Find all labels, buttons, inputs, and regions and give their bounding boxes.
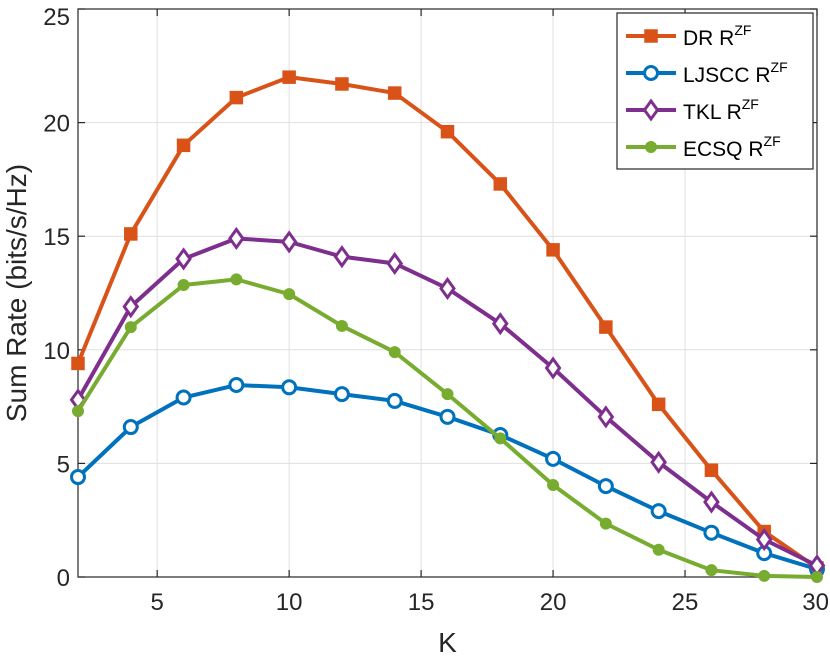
legend-label: TKL RZF <box>683 96 759 124</box>
data-point-tkl <box>439 276 456 301</box>
y-tick-label: 20 <box>43 111 70 138</box>
data-point-ljscc <box>228 377 245 394</box>
data-point-dr <box>282 70 296 84</box>
data-point-ecsq <box>72 405 84 418</box>
data-point-ecsq <box>758 569 771 582</box>
data-point-dr <box>176 138 191 153</box>
data-point-ecsq <box>599 517 612 530</box>
data-point-dr <box>599 320 613 334</box>
data-point-ecsq <box>230 273 243 286</box>
data-point-dr <box>440 124 455 139</box>
legend-label-superscript: ZF <box>764 133 781 149</box>
legend-swatch-marker <box>642 98 660 122</box>
legend-label: DR RZF <box>683 22 751 50</box>
data-point-ljscc <box>70 469 86 486</box>
data-point-dr <box>335 77 349 91</box>
data-point-tkl <box>280 230 298 254</box>
legend-label-superscript: ZF <box>734 22 751 38</box>
data-point-dr <box>229 90 244 105</box>
legend-label-name: DR R <box>683 27 734 50</box>
data-point-ljscc <box>281 379 298 396</box>
data-point-tkl <box>386 251 404 276</box>
legend-swatch-marker <box>643 65 659 81</box>
y-tick-label: 5 <box>57 451 70 478</box>
axis-ticks: 5 10 15 20 25 30 0 5 10 15 20 25 <box>43 4 829 616</box>
data-point-dr <box>704 463 719 477</box>
legend-swatch-marker <box>645 141 657 153</box>
y-tick-label: 25 <box>43 4 70 31</box>
data-point-tkl <box>703 490 720 514</box>
data-point-ecsq <box>335 319 348 332</box>
legend-entry-ljscc: LJSCC RZF <box>626 59 788 87</box>
data-point-dr <box>651 397 666 412</box>
series-tkl <box>69 226 826 578</box>
data-point-tkl <box>544 356 562 380</box>
data-point-ljscc <box>650 503 667 520</box>
data-point-tkl <box>122 295 140 319</box>
data-point-ljscc <box>439 408 456 425</box>
data-point-tkl <box>650 450 667 474</box>
data-point-tkl <box>228 226 245 251</box>
legend-label-name: TKL R <box>683 101 742 124</box>
data-series <box>69 70 826 583</box>
legend-label-name: ECSQ R <box>683 138 764 161</box>
data-point-ecsq <box>441 388 454 401</box>
series-ecsq <box>72 273 823 583</box>
data-point-ljscc <box>386 392 403 409</box>
data-point-ljscc <box>175 389 192 406</box>
legend-label-name: LJSCC R <box>683 64 771 87</box>
data-point-ecsq <box>177 279 190 292</box>
data-point-ecsq <box>388 346 401 359</box>
data-point-ecsq <box>811 571 823 583</box>
y-tick-label: 15 <box>43 224 70 251</box>
legend-label: ECSQ RZF <box>683 133 781 161</box>
data-point-dr <box>71 356 85 371</box>
x-tick-label: 10 <box>276 589 303 616</box>
data-point-tkl <box>491 312 509 336</box>
data-point-ecsq <box>652 543 665 556</box>
data-point-tkl <box>597 405 615 429</box>
legend-entry-ecsq: ECSQ RZF <box>626 133 781 161</box>
legend-label-superscript: ZF <box>742 96 759 112</box>
x-axis-title: K <box>438 627 457 658</box>
data-point-ecsq <box>705 564 718 577</box>
data-point-tkl <box>755 527 773 552</box>
x-tick-label: 25 <box>672 589 699 616</box>
data-point-ljscc <box>122 419 139 436</box>
data-point-ecsq <box>494 432 507 445</box>
x-tick-label: 20 <box>540 589 567 616</box>
legend-label: LJSCC RZF <box>683 59 788 87</box>
x-tick-label: 15 <box>408 589 435 616</box>
data-point-ecsq <box>124 321 137 334</box>
y-axis-title: Sum Rate (bits/s/Hz) <box>1 164 32 422</box>
data-point-tkl <box>333 245 351 269</box>
data-point-ecsq <box>547 478 560 491</box>
data-point-dr <box>546 243 560 257</box>
legend-label-superscript: ZF <box>771 59 788 75</box>
y-tick-label: 10 <box>43 338 70 365</box>
data-point-dr <box>124 227 138 241</box>
x-tick-label: 30 <box>802 589 829 616</box>
legend-entry-dr: DR RZF <box>626 22 751 50</box>
x-tick-label: 5 <box>150 589 163 616</box>
legend-swatch-marker <box>644 29 658 43</box>
data-point-tkl <box>175 247 192 271</box>
data-point-dr <box>493 177 508 191</box>
y-tick-label: 0 <box>57 565 70 592</box>
data-point-ecsq <box>283 288 296 301</box>
data-point-dr <box>387 86 402 100</box>
data-point-ljscc <box>597 478 614 495</box>
data-point-ljscc <box>703 524 720 541</box>
series-dr <box>71 70 824 575</box>
plot-frame <box>77 8 818 578</box>
data-point-ljscc <box>333 386 350 403</box>
legend-entry-tkl: TKL RZF <box>626 96 759 124</box>
data-point-ljscc <box>545 450 562 467</box>
